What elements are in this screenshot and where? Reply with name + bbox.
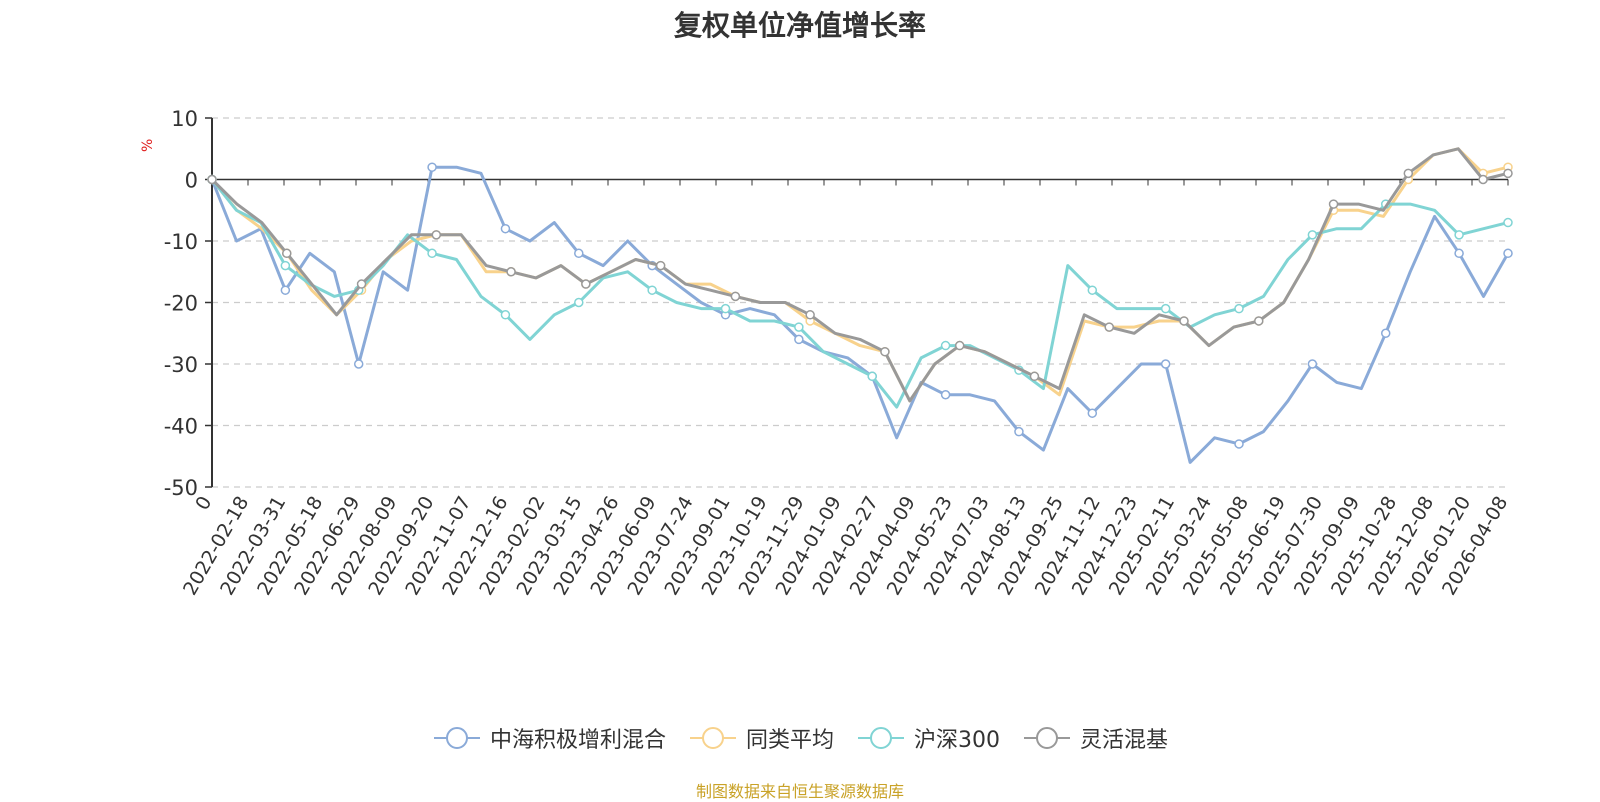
legend-item-0[interactable]: 中海积极增利混合 [432,722,666,754]
series-line-3 [210,147,1509,403]
series-point-0 [1014,426,1024,437]
series-point-2 [647,285,657,295]
series-point-2 [794,322,804,332]
series-point-0 [1307,359,1318,369]
series-point-0 [500,223,511,234]
series-point-3 [1104,322,1114,332]
series-point-3 [1328,199,1339,209]
y-tick-label: 10 [171,107,198,131]
series-point-2 [1503,217,1513,228]
series-point-0 [1503,248,1513,259]
y-tick-label: -30 [164,353,198,377]
legend-label: 沪深300 [914,728,1000,753]
series-point-3 [954,340,965,351]
series-point-3 [730,291,741,302]
series-point-0 [427,162,437,172]
series-layer [207,147,1513,464]
y-tick-label: 0 [185,169,198,193]
series-point-0 [574,248,584,259]
legend-label: 同类平均 [745,728,834,753]
series-line-0 [210,165,1510,464]
series-point-2 [1454,230,1464,240]
series-point-2 [1160,303,1171,314]
series-point-3 [581,279,591,289]
source-note: 制图数据来自恒生聚源数据库 [695,782,904,801]
series-point-0 [1454,248,1464,259]
series-point-0 [794,334,804,345]
legend-marker-icon [858,727,904,749]
series-point-3 [1254,316,1264,326]
y-tick-label: -20 [164,292,198,316]
series-point-0 [940,390,951,400]
series-point-3 [207,174,217,185]
series-point-2 [574,297,584,308]
legend-label: 中海积极增利混合 [489,728,666,753]
series-point-3 [1029,371,1040,382]
series-point-3 [1179,316,1189,326]
series-point-2 [500,310,511,320]
series-point-0 [1234,439,1244,449]
legend-marker-icon [433,727,480,749]
series-point-0 [280,285,291,295]
series-point-3 [655,260,666,271]
series-point-3 [1403,168,1414,179]
series-point-0 [1160,359,1171,369]
series-point-0 [353,359,364,369]
series-point-0 [1087,408,1098,418]
series-point-2 [720,303,731,314]
series-point-2 [867,371,877,382]
axis-layer: 100-10-20-30-40-5002022-02-182022-03-312… [164,107,1513,599]
series-point-2 [427,248,437,259]
series-point-0 [1380,328,1391,338]
y-tick-label: -50 [164,476,198,500]
x-tick-label: 0 [191,493,216,514]
y-tick-label: -10 [164,230,198,254]
legend: 中海积极增利混合 同类平均 沪深300 灵活混基 [0,722,1600,754]
series-point-3 [431,230,442,240]
series-point-2 [280,260,291,271]
line-chart: 100-10-20-30-40-5002022-02-182022-03-312… [164,107,1513,599]
series-point-3 [1503,168,1513,179]
series-point-3 [282,248,292,259]
series-point-3 [356,279,367,289]
series-point-3 [805,310,815,320]
series-line-2 [210,178,1509,409]
series-point-3 [506,267,516,277]
series-point-3 [880,346,890,357]
series-point-3 [1478,174,1488,185]
series-point-2 [1087,285,1098,295]
grid-layer [212,117,1508,488]
legend-item-2[interactable]: 沪深300 [856,722,1000,754]
legend-item-3[interactable]: 灵活混基 [1022,722,1168,754]
series-point-2 [940,340,951,351]
legend-marker-icon [689,727,736,749]
y-tick-label: -40 [164,415,198,439]
series-point-2 [1307,230,1318,240]
legend-marker-icon [1024,727,1070,749]
series-point-2 [1234,303,1244,314]
legend-item-1[interactable]: 同类平均 [688,722,834,754]
chart-title: 复权单位净值增长率 [673,9,926,42]
legend-label: 灵活混基 [1080,728,1169,753]
